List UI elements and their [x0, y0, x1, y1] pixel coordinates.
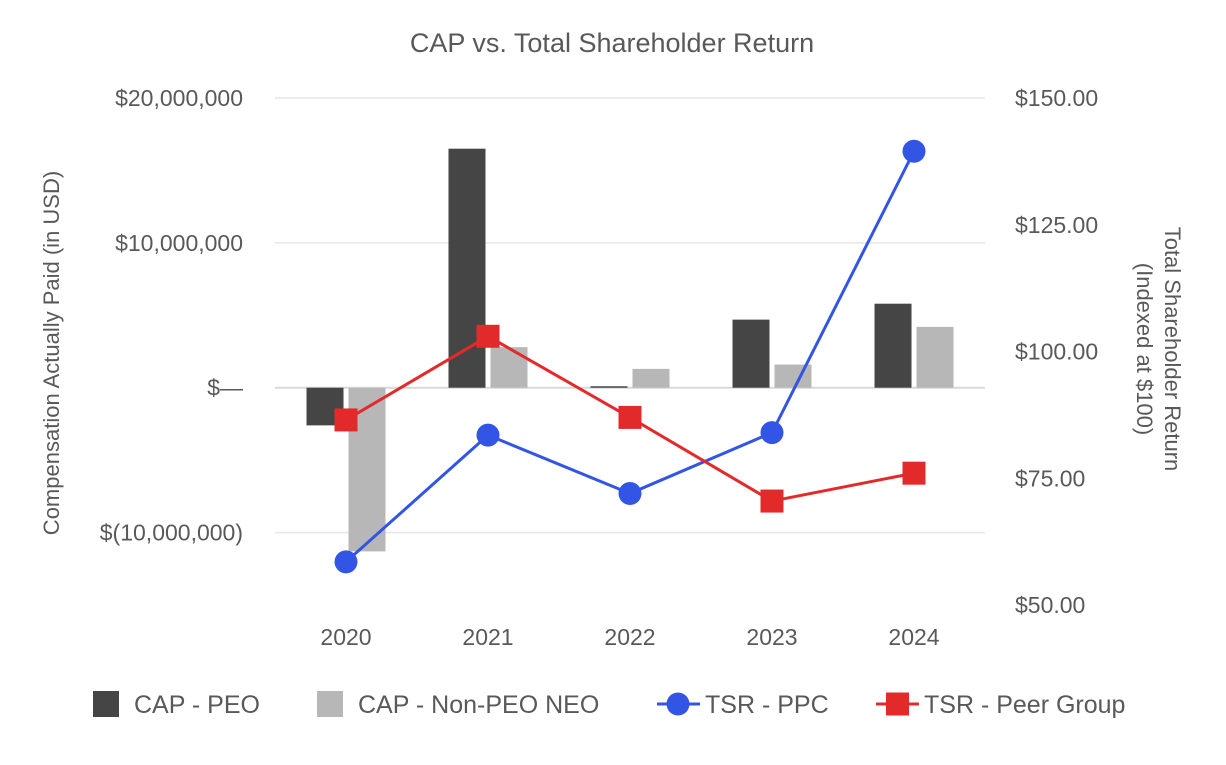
point-tsr-peer-group-2022	[618, 405, 642, 429]
point-tsr-ppc-2020	[334, 550, 358, 574]
right-tick-label: $100.00	[1015, 339, 1098, 365]
point-tsr-peer-group-2020	[334, 408, 358, 432]
right-tick-label: $125.00	[1015, 212, 1098, 238]
point-tsr-peer-group-2021	[476, 324, 500, 348]
legend-swatch-cap-non-peo-neo	[317, 691, 343, 717]
x-tick-label: 2020	[320, 624, 371, 650]
right-axis-title-line1: Total Shareholder Return	[1160, 227, 1185, 472]
point-tsr-ppc-2022	[618, 481, 642, 505]
legend-label: CAP - PEO	[134, 691, 260, 719]
point-tsr-peer-group-2023	[760, 489, 784, 513]
legend-label: TSR - PPC	[705, 691, 829, 719]
lines	[334, 139, 926, 574]
bar-cap-non-peo-neo-2022	[632, 368, 670, 388]
bar-cap-non-peo-neo-2021	[490, 347, 528, 388]
x-axis: 2020 2021 2022 2023 2024	[320, 624, 939, 650]
legend-label: TSR - Peer Group	[924, 691, 1125, 719]
x-tick-label: 2023	[746, 624, 797, 650]
left-tick-label: $—	[207, 375, 243, 401]
left-tick-label: $(10,000,000)	[100, 520, 243, 546]
x-tick-label: 2024	[888, 624, 939, 650]
right-axis-title-line2: (Indexed at $100)	[1132, 263, 1157, 435]
chart-title: CAP vs. Total Shareholder Return	[410, 28, 814, 58]
legend-marker-tsr-peer-group	[886, 692, 909, 716]
bar-cap-peo-2021	[448, 148, 486, 388]
legend-label: CAP - Non-PEO NEO	[358, 691, 599, 719]
bar-cap-peo-2024	[874, 303, 912, 388]
bar-cap-non-peo-neo-2024	[916, 326, 954, 388]
right-tick-label: $75.00	[1015, 465, 1085, 491]
legend-marker-tsr-ppc	[666, 692, 690, 716]
legend: CAP - PEO CAP - Non-PEO NEO TSR - PPC TSR -…	[93, 691, 1125, 719]
left-tick-label: $20,000,000	[115, 85, 243, 111]
point-tsr-ppc-2024	[902, 139, 926, 163]
right-tick-label: $50.00	[1015, 592, 1085, 618]
bar-cap-peo-2022	[590, 386, 628, 388]
left-axis: $20,000,000 $10,000,000 $— $(10,000,000)	[100, 85, 243, 546]
x-tick-label: 2021	[462, 624, 513, 650]
bar-cap-peo-2023	[732, 319, 770, 388]
right-tick-label: $150.00	[1015, 85, 1098, 111]
left-axis-title: Compensation Actually Paid (in USD)	[39, 171, 64, 535]
left-tick-label: $10,000,000	[115, 230, 243, 256]
right-axis: $150.00 $125.00 $100.00 $75.00 $50.00	[1015, 85, 1098, 618]
point-tsr-ppc-2023	[760, 421, 784, 445]
point-tsr-ppc-2021	[476, 423, 500, 447]
x-tick-label: 2022	[604, 624, 655, 650]
legend-swatch-cap-peo	[93, 691, 119, 717]
point-tsr-peer-group-2024	[902, 461, 926, 485]
